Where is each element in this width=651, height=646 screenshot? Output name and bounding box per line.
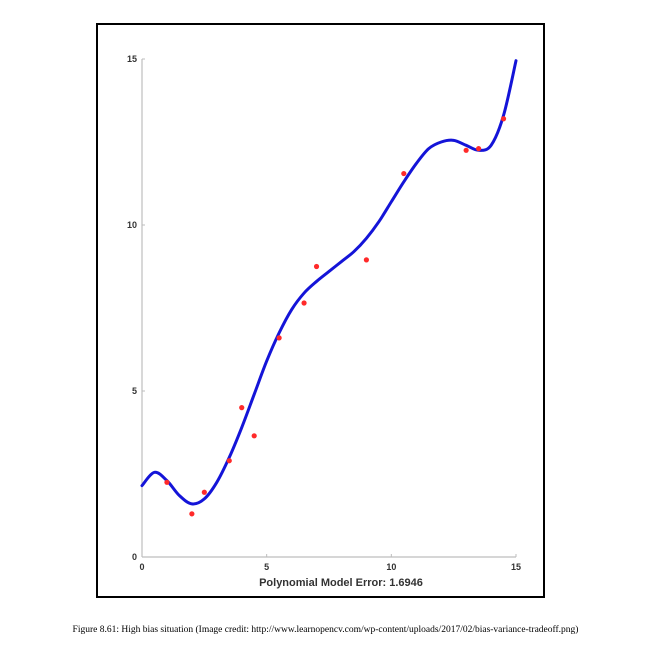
x-tick-label: 15 <box>511 562 521 572</box>
data-point <box>500 116 507 122</box>
data-point <box>363 257 369 263</box>
data-points-layer <box>164 116 507 517</box>
x-tick-label: 10 <box>386 562 396 572</box>
y-tick-label: 10 <box>127 220 137 230</box>
data-point <box>251 433 257 439</box>
data-point <box>164 479 170 485</box>
axes <box>141 59 516 558</box>
x-tick-label: 5 <box>264 562 269 572</box>
x-axis-label: Polynomial Model Error: 1.6946 <box>259 577 423 589</box>
data-point <box>239 405 245 411</box>
data-point <box>189 511 195 517</box>
data-point <box>463 147 469 153</box>
fit-curve-layer <box>140 59 518 506</box>
y-tick-label: 0 <box>132 552 137 562</box>
data-point <box>301 300 307 306</box>
x-tick-label: 0 <box>139 562 144 572</box>
fit-curve <box>140 59 518 506</box>
data-point <box>476 146 482 152</box>
data-point <box>313 263 320 270</box>
data-point <box>276 335 282 341</box>
y-tick-label: 15 <box>127 54 137 64</box>
figure-caption: Figure 8.61: High bias situation (Image … <box>72 625 579 635</box>
data-point <box>226 458 232 464</box>
y-tick-label: 5 <box>132 386 137 396</box>
data-point <box>401 170 407 177</box>
data-point <box>201 489 207 495</box>
ticks: 0 5 10 15 0 5 10 15 <box>127 54 521 572</box>
figure-frame <box>96 23 545 598</box>
